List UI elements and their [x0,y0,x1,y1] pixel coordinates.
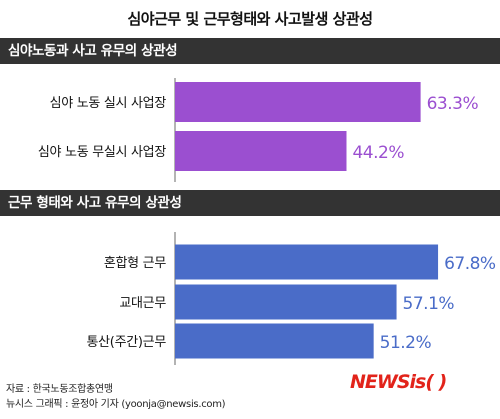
category-label-1-0: 혼합형 근무 [104,256,166,271]
category-label-0-1: 심야 노동 무실시 사업장 [38,145,166,160]
bar-1-2 [175,323,374,359]
value-label-1-1: 57.1% [403,294,455,314]
bar-1-1 [175,284,397,320]
section-header-work-type: 근무 형태와 사고 유무의 상관성 [0,190,500,216]
category-label-0-0: 심야 노동 실시 사업장 [50,96,167,111]
footer-credit: 뉴시스 그래픽 : 윤정아 기자 (yoonja@newsis.com) [6,399,226,410]
value-label-1-0: 67.8% [444,254,496,274]
value-label-0-0: 63.3% [427,94,479,114]
newsis-logo: NEWSis( ) [350,370,447,394]
bar-1-0 [175,244,439,280]
footer-source: 자료 : 한국노동조합총연맹 [6,384,113,395]
logo-is-text: is [409,371,427,393]
category-label-1-2: 통산(주간)근무 [86,335,166,350]
section-header-night-work: 심야노동과 사고 유무의 상관성 [0,38,500,64]
value-label-1-2: 51.2% [380,333,432,353]
chart-title: 심야근무 및 근무형태와 사고발생 상관성 [127,10,374,28]
logo-paren-text: ( ) [425,371,447,393]
bar-0-1 [175,131,347,171]
category-label-1-1: 교대근무 [119,296,166,311]
value-label-0-1: 44.2% [352,143,404,163]
bar-0-0 [175,82,421,122]
logo-news-text: NEWS [350,371,411,393]
